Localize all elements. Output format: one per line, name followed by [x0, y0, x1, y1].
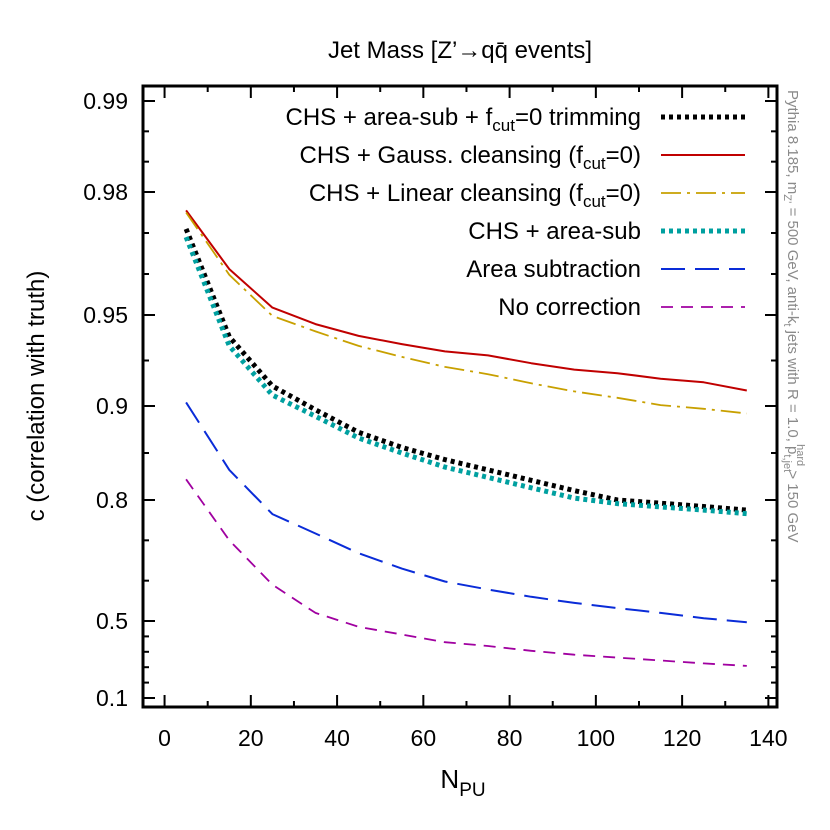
axis-ticks: 0 20 40 60 80 100 120 140 0.1 0.5 0.8 0.9 0.95 0.98 0.… — [83, 86, 788, 751]
side-note-p3: jets with R = 1.0, p — [784, 326, 801, 454]
series-line-0 — [183, 227, 748, 513]
side-note-p4: > 150 GeV — [784, 466, 801, 542]
x-tick-label: 80 — [497, 725, 523, 751]
x-tick-label: 0 — [158, 725, 171, 751]
side-note-p2: = 500 GeV, anti-k — [784, 203, 801, 323]
plot-frame — [141, 84, 779, 709]
y-tick-label: 0.1 — [96, 685, 128, 711]
side-note-p1sub: Z’ — [781, 194, 793, 203]
legend-label-5: No correction — [498, 294, 641, 321]
y-tick-label: 0.99 — [83, 88, 128, 114]
x-axis-label-main: N — [440, 764, 459, 794]
y-tick-label: 0.95 — [83, 302, 128, 328]
side-note-p1: Pythia 8.185, m — [784, 90, 801, 194]
y-tick-label: 0.98 — [83, 179, 128, 205]
y-tick-label: 0.9 — [96, 393, 128, 419]
x-tick-label: 100 — [577, 725, 615, 751]
x-tick-label: 20 — [238, 725, 264, 751]
side-note-p3sub: t,jet — [781, 454, 793, 472]
legend-label-1: CHS + Gauss. cleansing (fcut=0) — [300, 142, 642, 173]
x-axis-label-sub: PU — [459, 780, 485, 801]
legend-label-4: Area subtraction — [466, 256, 641, 283]
series-line-2 — [185, 211, 747, 415]
side-note-p2sub: t — [781, 323, 793, 326]
series-line-1 — [185, 209, 747, 392]
x-tick-label: 140 — [749, 725, 787, 751]
legend-label-0: CHS + area-sub + fcut=0 trimming — [286, 104, 642, 135]
series-line-4 — [185, 401, 747, 624]
x-tick-label: 40 — [324, 725, 350, 751]
side-note-p3sup: hard — [794, 444, 806, 466]
y-axis-label: c (correlation with truth) — [23, 271, 50, 522]
legend-label-2: CHS + Linear cleansing (fcut=0) — [309, 180, 641, 211]
x-axis-label: NPU — [440, 764, 485, 801]
chart-title: Jet Mass [Z’→qq̄ events] — [328, 37, 592, 64]
x-tick-label: 60 — [411, 725, 437, 751]
y-tick-label: 0.8 — [96, 487, 128, 513]
y-tick-label: 0.5 — [96, 608, 128, 634]
legend-label-3: CHS + area-sub — [468, 218, 641, 245]
svg-text:Pythia 8.185, mZ’ = 500 GeV, a: Pythia 8.185, mZ’ = 500 GeV, anti-kt jet… — [781, 90, 806, 542]
x-tick-label: 120 — [663, 725, 701, 751]
series-line-5 — [185, 478, 747, 667]
series-layer — [183, 209, 748, 667]
side-note: Pythia 8.185, mZ’ = 500 GeV, anti-kt jet… — [781, 90, 806, 542]
legend: CHS + area-sub + fcut=0 trimming CHS + Ga… — [286, 104, 745, 321]
